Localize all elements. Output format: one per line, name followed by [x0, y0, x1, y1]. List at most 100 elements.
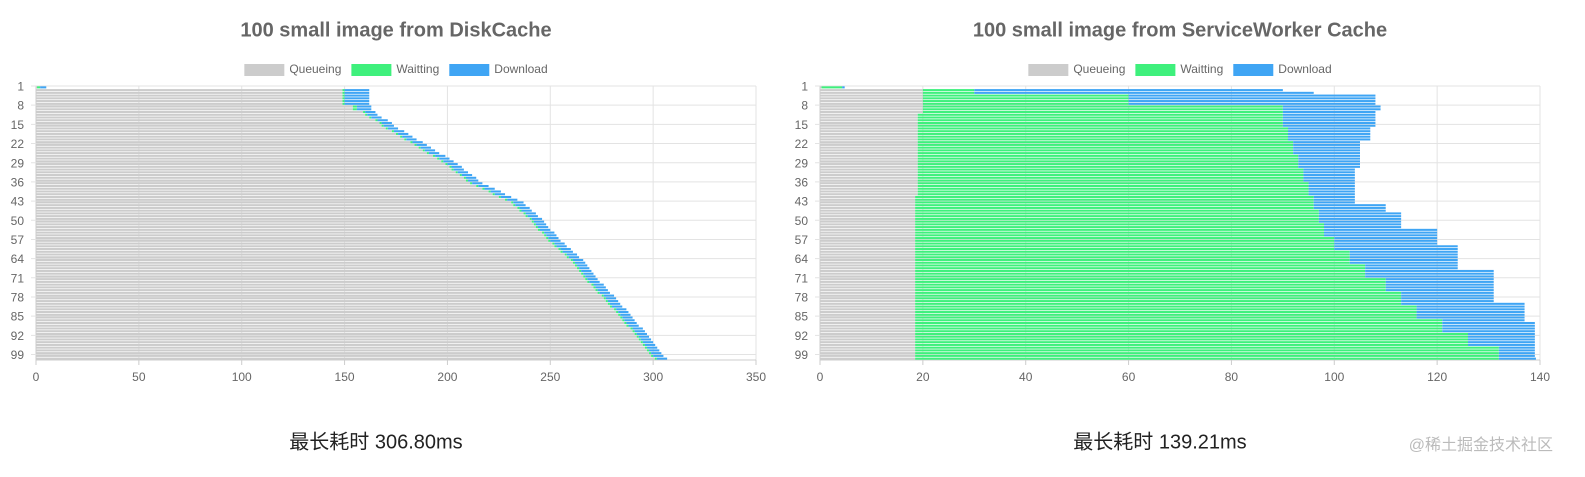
x-tick-label: 100 — [232, 370, 252, 384]
bar-segment — [525, 215, 528, 218]
bar-segment — [820, 286, 916, 289]
bar-segment — [393, 130, 405, 133]
bar-segment — [36, 135, 401, 138]
bar-segment — [1442, 319, 1525, 322]
bar-segment — [632, 330, 635, 333]
bar-segment — [634, 332, 637, 335]
bar-segment — [36, 341, 641, 344]
bar-segment — [492, 193, 495, 196]
bar-segment — [465, 179, 468, 182]
bar-segment — [490, 190, 501, 193]
bar-segment — [1128, 100, 1376, 103]
bar-segment — [820, 209, 916, 212]
bar-segment — [1349, 261, 1458, 264]
legend-label: Queueing — [1073, 62, 1125, 76]
bar-segment — [36, 352, 650, 355]
bar-segment — [1293, 146, 1360, 149]
bar-segment — [821, 86, 843, 89]
bar-segment — [820, 327, 916, 330]
bar-segment — [36, 130, 392, 133]
bar-segment — [447, 163, 458, 166]
bar-segment — [1288, 138, 1371, 141]
bar-segment — [420, 146, 431, 149]
bar-segment — [36, 269, 580, 272]
legend-swatch — [351, 64, 392, 76]
legend-swatch — [449, 64, 490, 76]
bar-segment — [36, 193, 493, 196]
bar-segment — [616, 308, 627, 311]
bar-segment — [917, 171, 1304, 174]
bar-segment — [1324, 223, 1402, 226]
bar-segment — [36, 132, 396, 135]
bar-segment — [36, 212, 524, 215]
bar-segment — [546, 237, 549, 240]
bar-segment — [482, 187, 485, 190]
bar-segment — [820, 124, 918, 127]
bar-segment — [36, 91, 343, 94]
bar-segment — [1385, 289, 1494, 292]
bar-segment — [820, 135, 918, 138]
y-tick-label: 78 — [795, 291, 809, 305]
x-tick-label: 20 — [916, 370, 930, 384]
x-tick-label: 350 — [746, 370, 766, 384]
bar-segment — [917, 157, 1299, 160]
bar-segment — [820, 157, 918, 160]
bar-segment — [36, 327, 631, 330]
bar-segment — [915, 242, 1335, 245]
bar-segment — [36, 195, 499, 198]
bar-segment — [36, 231, 543, 234]
bar-segment — [1349, 250, 1458, 253]
bar-segment — [36, 280, 588, 283]
bar-segment — [820, 201, 916, 204]
bar-segment — [820, 97, 923, 100]
bar-segment — [371, 116, 382, 119]
bar-segment — [915, 311, 1417, 314]
bar-segment — [439, 157, 450, 160]
bar-segment — [915, 215, 1319, 218]
bar-segment — [820, 86, 822, 89]
bar-segment — [820, 242, 916, 245]
bar-segment — [820, 215, 916, 218]
bar-segment — [36, 248, 559, 251]
bar-segment — [917, 190, 1309, 193]
bar-segment — [36, 267, 578, 270]
bar-segment — [1385, 283, 1494, 286]
bar-segment — [572, 258, 584, 262]
bar-segment — [494, 193, 506, 196]
bar-segment — [1416, 305, 1525, 308]
bar-segment — [622, 319, 625, 322]
bar-segment — [820, 237, 916, 240]
bar-segment — [344, 100, 370, 103]
bar-segment — [917, 168, 1304, 171]
bar-segment — [820, 91, 923, 94]
bar-segment — [587, 278, 598, 281]
bar-segment — [36, 171, 456, 174]
bar-segment — [820, 206, 916, 209]
bar-segment — [344, 102, 370, 105]
bar-segment — [1298, 157, 1360, 160]
bar-segment — [1334, 239, 1438, 242]
bar-segment — [595, 289, 598, 292]
bar-segment — [36, 86, 38, 89]
legend-label: Download — [1278, 62, 1331, 76]
bar-segment — [1288, 132, 1371, 135]
bar-segment — [365, 113, 368, 116]
bar-segment — [437, 157, 440, 160]
bar-segment — [917, 141, 1294, 144]
bar-segment — [915, 231, 1324, 234]
bar-segment — [548, 239, 551, 242]
bar-segment — [915, 269, 1366, 272]
bar-segment — [533, 223, 536, 226]
bar-segment — [1303, 168, 1355, 171]
x-tick-label: 140 — [1530, 370, 1550, 384]
bar-segment — [36, 124, 382, 127]
bar-segment — [820, 174, 918, 177]
bar-segment — [352, 105, 357, 108]
bar-segment — [424, 149, 436, 152]
bar-segment — [581, 269, 592, 272]
caption: 最长耗时 139.21ms — [1073, 430, 1246, 453]
bar-segment — [820, 248, 916, 251]
bar-segment — [1298, 163, 1360, 166]
bar-segment — [820, 258, 916, 262]
bar-segment — [915, 324, 1443, 327]
